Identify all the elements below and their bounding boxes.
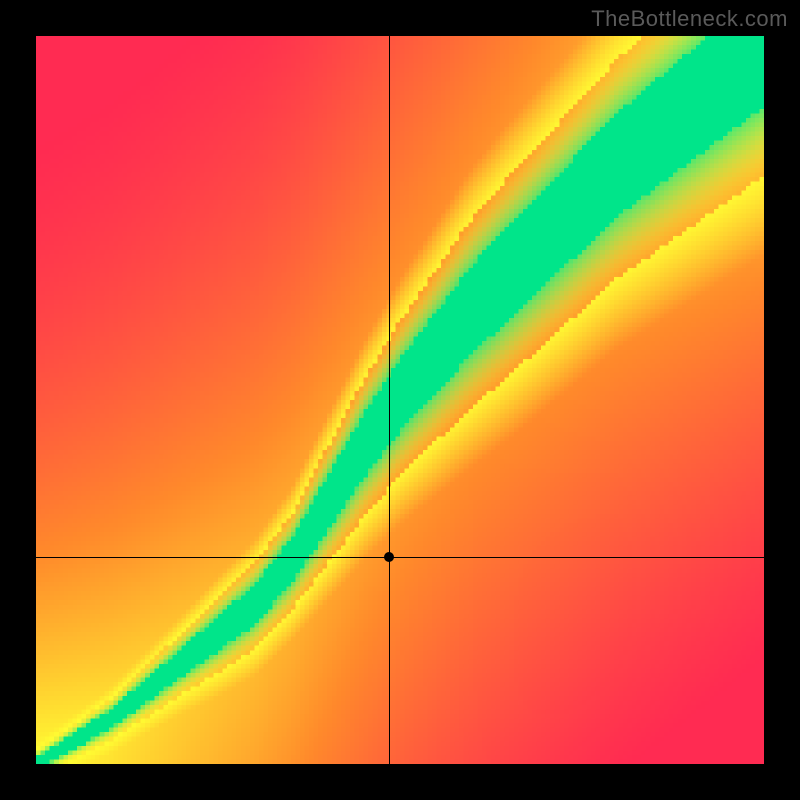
crosshair-horizontal bbox=[36, 557, 764, 558]
crosshair-vertical bbox=[389, 36, 390, 764]
chart-container: TheBottleneck.com bbox=[0, 0, 800, 800]
crosshair-marker bbox=[384, 552, 394, 562]
plot-area bbox=[36, 36, 764, 764]
watermark-text: TheBottleneck.com bbox=[591, 6, 788, 32]
heatmap-canvas bbox=[36, 36, 764, 764]
